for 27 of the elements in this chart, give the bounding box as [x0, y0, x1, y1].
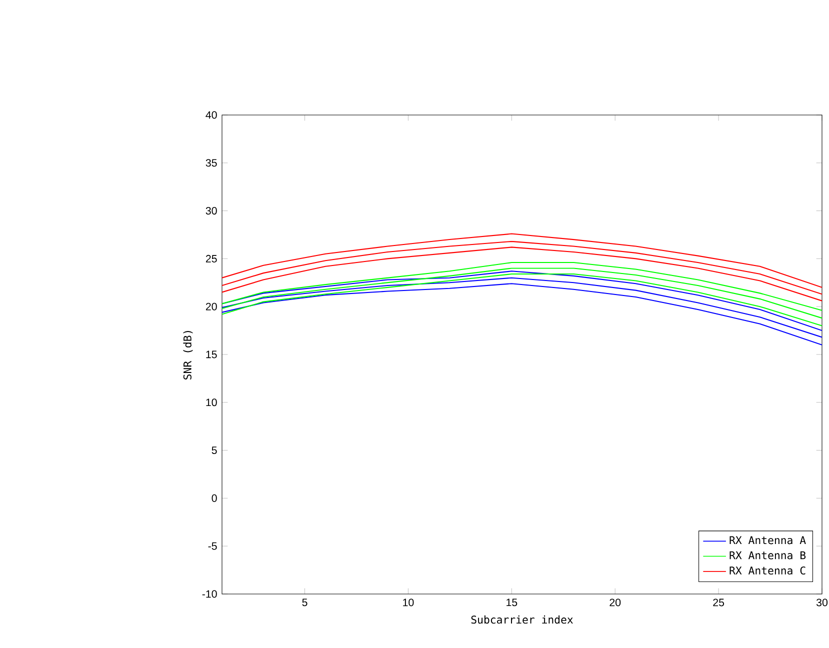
line-series [222, 277, 822, 338]
y-tick-label: 20 [206, 302, 217, 310]
line-series [222, 240, 822, 295]
x-axis-title: Subcarrier index [471, 615, 573, 624]
y-tick-label: 35 [206, 159, 217, 167]
x-tick-label: 25 [713, 598, 724, 606]
legend-label: RX Antenna A [730, 536, 806, 544]
y-tick-label: 5 [212, 446, 217, 454]
y-axis-title: SNR (dB) [183, 331, 193, 380]
y-tick-label: -5 [208, 542, 217, 550]
x-tick-label: 30 [816, 598, 828, 606]
line-series [222, 283, 822, 346]
x-tick-label: 15 [506, 598, 518, 606]
y-tick-label: 0 [212, 494, 217, 502]
y-tick-label: 40 [206, 111, 217, 119]
legend-label: RX Antenna C [730, 566, 806, 575]
y-tick-label: 25 [206, 254, 217, 262]
legend-label: RX Antenna B [730, 551, 806, 560]
line-series [222, 233, 822, 288]
y-tick-label: -10 [202, 590, 217, 598]
line-series [222, 246, 822, 302]
x-tick-label: 20 [610, 598, 621, 606]
x-tick-label: 5 [302, 598, 308, 606]
y-tick-label: 30 [206, 207, 217, 215]
y-tick-label: 15 [206, 350, 217, 358]
x-tick-label: 10 [403, 598, 414, 606]
y-tick-label: 10 [206, 398, 217, 406]
